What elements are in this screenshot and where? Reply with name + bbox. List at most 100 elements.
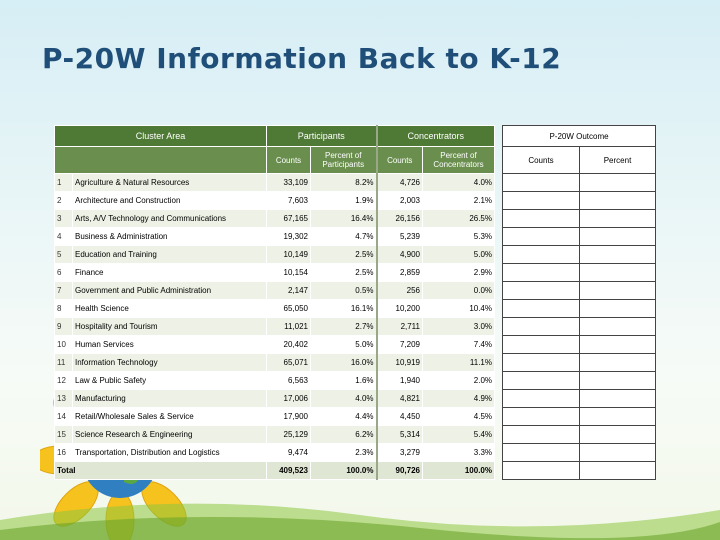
outcome-row — [502, 173, 657, 192]
table-row: 11 Information Technology 65,071 16.0% 10,91… — [54, 353, 495, 372]
outcome-percent-cell — [578, 407, 657, 426]
concentrator-count: 4,726 — [375, 173, 423, 192]
cluster-name: Hospitality and Tourism — [72, 317, 267, 336]
concentrator-percent: 4.5% — [422, 407, 495, 426]
participant-count: 7,603 — [266, 191, 311, 210]
participant-percent: 2.3% — [310, 443, 377, 462]
outcome-percent-cell — [578, 461, 657, 480]
participant-percent: 8.2% — [310, 173, 377, 192]
outcome-row — [502, 263, 657, 282]
cluster-name: Science Research & Engineering — [72, 425, 267, 444]
concentrator-count: 5,239 — [375, 227, 423, 246]
table-row: 5 Education and Training 10,149 2.5% 4,900 5.… — [54, 245, 495, 264]
participant-count: 19,302 — [266, 227, 311, 246]
table-row: 13 Manufacturing 17,006 4.0% 4,821 4.9% — [54, 389, 495, 408]
concentrator-count: 2,859 — [375, 263, 423, 282]
concentrator-percent: 11.1% — [422, 353, 495, 372]
concentrator-count: 2,003 — [375, 191, 423, 210]
participant-percent: 1.6% — [310, 371, 377, 390]
header-percent-participants: Percent of Participants — [310, 146, 377, 174]
row-index: 6 — [54, 263, 73, 282]
total-participant-count: 409,523 — [266, 461, 311, 480]
concentrator-count: 4,450 — [375, 407, 423, 426]
participant-count: 25,129 — [266, 425, 311, 444]
outcome-count-cell — [502, 227, 580, 246]
participant-percent: 6.2% — [310, 425, 377, 444]
header-participant-counts: Counts — [266, 146, 311, 174]
participant-percent: 0.5% — [310, 281, 377, 300]
row-index: 2 — [54, 191, 73, 210]
participant-percent: 4.7% — [310, 227, 377, 246]
cluster-table: Cluster Area Participants Concentrators … — [54, 125, 495, 480]
participant-percent: 1.9% — [310, 191, 377, 210]
cluster-name: Transportation, Distribution and Logisti… — [72, 443, 267, 462]
outcome-count-cell — [502, 407, 580, 426]
participant-count: 6,563 — [266, 371, 311, 390]
header-blank — [54, 146, 267, 174]
outcome-percent-cell — [578, 263, 657, 282]
row-index: 11 — [54, 353, 73, 372]
concentrator-count: 1,940 — [375, 371, 423, 390]
outcome-percent-cell — [578, 299, 657, 318]
cluster-name: Information Technology — [72, 353, 267, 372]
participant-percent: 16.0% — [310, 353, 377, 372]
outcome-header: P-20W Outcome — [501, 125, 657, 147]
header-percent-concentrators: Percent of Concentrators — [422, 146, 495, 174]
outcome-count-cell — [502, 299, 580, 318]
participant-percent: 2.7% — [310, 317, 377, 336]
concentrator-percent: 2.1% — [422, 191, 495, 210]
cluster-name: Architecture and Construction — [72, 191, 267, 210]
concentrator-percent: 5.3% — [422, 227, 495, 246]
row-index: 15 — [54, 425, 73, 444]
participant-count: 17,900 — [266, 407, 311, 426]
cluster-name: Agriculture & Natural Resources — [72, 173, 267, 192]
cluster-name: Finance — [72, 263, 267, 282]
participant-count: 33,109 — [266, 173, 311, 192]
outcome-percent-cell — [578, 389, 657, 408]
participant-count: 11,021 — [266, 317, 311, 336]
row-index: 4 — [54, 227, 73, 246]
total-row: Total 409,523 100.0% 90,726 100.0% — [54, 461, 495, 480]
table-row: 6 Finance 10,154 2.5% 2,859 2.9% — [54, 263, 495, 282]
concentrator-count: 10,200 — [375, 299, 423, 318]
outcome-percent-cell — [578, 209, 657, 228]
participant-count: 9,474 — [266, 443, 311, 462]
concentrator-percent: 10.4% — [422, 299, 495, 318]
outcome-percent-cell — [578, 191, 657, 210]
outcome-count-cell — [502, 263, 580, 282]
table-row: 16 Transportation, Distribution and Logis… — [54, 443, 495, 462]
outcome-row — [502, 425, 657, 444]
concentrator-percent: 7.4% — [422, 335, 495, 354]
concentrator-count: 7,209 — [375, 335, 423, 354]
cluster-name: Education and Training — [72, 245, 267, 264]
participant-count: 20,402 — [266, 335, 311, 354]
outcome-counts-header: Counts — [502, 146, 580, 174]
outcome-row — [502, 299, 657, 318]
participant-count: 67,165 — [266, 209, 311, 228]
row-index: 5 — [54, 245, 73, 264]
row-index: 14 — [54, 407, 73, 426]
concentrator-count: 4,821 — [375, 389, 423, 408]
outcome-table: P-20W Outcome Counts Percent — [501, 125, 657, 480]
outcome-percent-cell — [578, 371, 657, 390]
header-participants: Participants — [266, 125, 377, 147]
participant-count: 2,147 — [266, 281, 311, 300]
grass-decoration — [0, 503, 720, 540]
table-row: 4 Business & Administration 19,302 4.7% 5,23… — [54, 227, 495, 246]
table-row: 9 Hospitality and Tourism 11,021 2.7% 2,711 3… — [54, 317, 495, 336]
concentrator-percent: 0.0% — [422, 281, 495, 300]
total-label: Total — [54, 461, 267, 480]
outcome-count-cell — [502, 353, 580, 372]
row-index: 16 — [54, 443, 73, 462]
concentrator-count: 5,314 — [375, 425, 423, 444]
outcome-percent-cell — [578, 245, 657, 264]
concentrator-count: 10,919 — [375, 353, 423, 372]
row-index: 8 — [54, 299, 73, 318]
table-row: 2 Architecture and Construction 7,603 1.9% 2… — [54, 191, 495, 210]
outcome-row — [502, 389, 657, 408]
concentrator-count: 26,156 — [375, 209, 423, 228]
outcome-count-cell — [502, 389, 580, 408]
outcome-percent-cell — [578, 281, 657, 300]
cluster-name: Retail/Wholesale Sales & Service — [72, 407, 267, 426]
table-row: 1 Agriculture & Natural Resources 33,109 8.… — [54, 173, 495, 192]
